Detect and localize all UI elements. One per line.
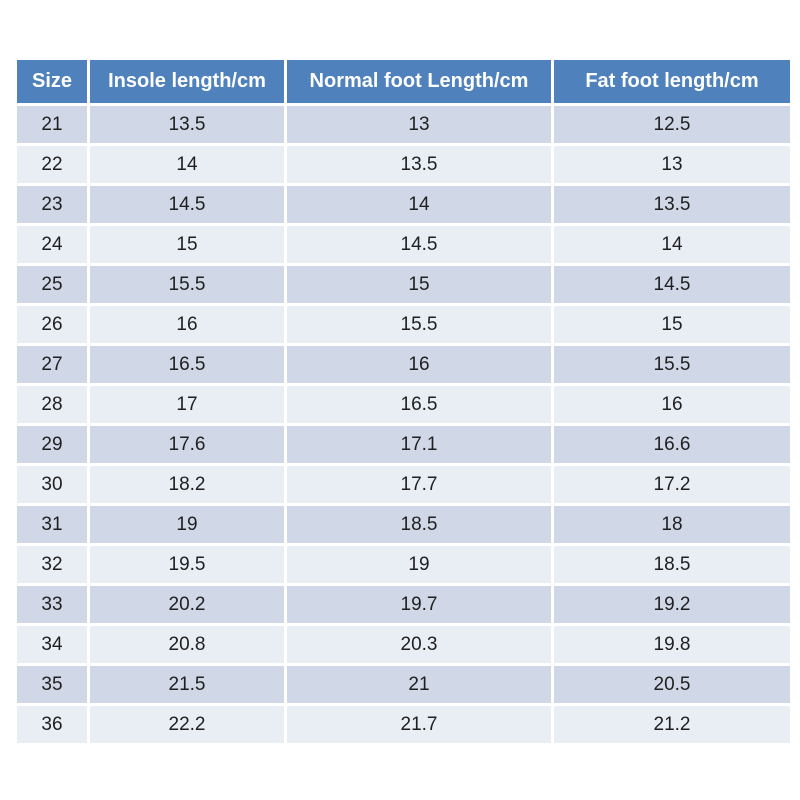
length-cell: 15 (551, 303, 793, 346)
length-cell: 13 (284, 103, 554, 146)
length-cell: 20.2 (87, 583, 287, 626)
table-row: 25 15.5 15 14.5 (14, 263, 793, 306)
column-header-size: Size (14, 57, 90, 106)
length-cell: 13.5 (551, 183, 793, 226)
length-cell: 16 (551, 383, 793, 426)
length-cell: 22.2 (87, 703, 287, 746)
size-chart-header: Size Insole length/cm Normal foot Length… (14, 57, 793, 106)
size-cell: 30 (14, 463, 90, 506)
length-cell: 19 (87, 503, 287, 546)
size-cell: 36 (14, 703, 90, 746)
table-row: 35 21.5 21 20.5 (14, 663, 793, 706)
length-cell: 14.5 (551, 263, 793, 306)
length-cell: 18 (551, 503, 793, 546)
column-header-fat-foot-length: Fat foot length/cm (551, 57, 793, 106)
length-cell: 19.7 (284, 583, 554, 626)
table-row: 22 14 13.5 13 (14, 143, 793, 186)
table-row: 31 19 18.5 18 (14, 503, 793, 546)
length-cell: 14.5 (87, 183, 287, 226)
size-cell: 23 (14, 183, 90, 226)
length-cell: 19.8 (551, 623, 793, 666)
length-cell: 16.5 (284, 383, 554, 426)
length-cell: 14 (284, 183, 554, 226)
table-row: 36 22.2 21.7 21.2 (14, 703, 793, 746)
table-row: 26 16 15.5 15 (14, 303, 793, 346)
length-cell: 13.5 (87, 103, 287, 146)
length-cell: 21.7 (284, 703, 554, 746)
length-cell: 17.7 (284, 463, 554, 506)
table-row: 29 17.6 17.1 16.6 (14, 423, 793, 466)
length-cell: 19 (284, 543, 554, 586)
length-cell: 14.5 (284, 223, 554, 266)
length-cell: 15.5 (551, 343, 793, 386)
length-cell: 15.5 (87, 263, 287, 306)
length-cell: 21.5 (87, 663, 287, 706)
length-cell: 13 (551, 143, 793, 186)
size-cell: 22 (14, 143, 90, 186)
column-header-normal-foot-length: Normal foot Length/cm (284, 57, 554, 106)
length-cell: 15 (284, 263, 554, 306)
size-cell: 34 (14, 623, 90, 666)
table-row: 23 14.5 14 13.5 (14, 183, 793, 226)
length-cell: 20.8 (87, 623, 287, 666)
length-cell: 14 (87, 143, 287, 186)
length-cell: 17.6 (87, 423, 287, 466)
table-row: 34 20.8 20.3 19.8 (14, 623, 793, 666)
column-header-insole-length: Insole length/cm (87, 57, 287, 106)
table-row: 21 13.5 13 12.5 (14, 103, 793, 146)
length-cell: 15.5 (284, 303, 554, 346)
size-cell: 32 (14, 543, 90, 586)
length-cell: 18.2 (87, 463, 287, 506)
length-cell: 14 (551, 223, 793, 266)
length-cell: 19.5 (87, 543, 287, 586)
size-chart: Size Insole length/cm Normal foot Length… (14, 57, 793, 746)
table-row: 24 15 14.5 14 (14, 223, 793, 266)
length-cell: 17.1 (284, 423, 554, 466)
length-cell: 16 (87, 303, 287, 346)
size-cell: 31 (14, 503, 90, 546)
size-cell: 21 (14, 103, 90, 146)
size-cell: 29 (14, 423, 90, 466)
table-row: 33 20.2 19.7 19.2 (14, 583, 793, 626)
length-cell: 19.2 (551, 583, 793, 626)
size-cell: 25 (14, 263, 90, 306)
length-cell: 18.5 (284, 503, 554, 546)
length-cell: 18.5 (551, 543, 793, 586)
table-row: 28 17 16.5 16 (14, 383, 793, 426)
size-chart-body: 21 13.5 13 12.5 22 14 13.5 13 23 14.5 14 13.5 24 15 14… (14, 103, 793, 746)
header-row: Size Insole length/cm Normal foot Length… (14, 57, 793, 106)
length-cell: 13.5 (284, 143, 554, 186)
size-cell: 28 (14, 383, 90, 426)
length-cell: 16 (284, 343, 554, 386)
length-cell: 20.5 (551, 663, 793, 706)
table-row: 32 19.5 19 18.5 (14, 543, 793, 586)
length-cell: 17.2 (551, 463, 793, 506)
size-cell: 26 (14, 303, 90, 346)
length-cell: 20.3 (284, 623, 554, 666)
table-row: 30 18.2 17.7 17.2 (14, 463, 793, 506)
length-cell: 16.5 (87, 343, 287, 386)
length-cell: 17 (87, 383, 287, 426)
length-cell: 21.2 (551, 703, 793, 746)
length-cell: 21 (284, 663, 554, 706)
length-cell: 16.6 (551, 423, 793, 466)
length-cell: 15 (87, 223, 287, 266)
size-cell: 35 (14, 663, 90, 706)
size-cell: 27 (14, 343, 90, 386)
table-row: 27 16.5 16 15.5 (14, 343, 793, 386)
size-cell: 24 (14, 223, 90, 266)
size-cell: 33 (14, 583, 90, 626)
size-chart-table: Size Insole length/cm Normal foot Length… (14, 57, 793, 746)
length-cell: 12.5 (551, 103, 793, 146)
